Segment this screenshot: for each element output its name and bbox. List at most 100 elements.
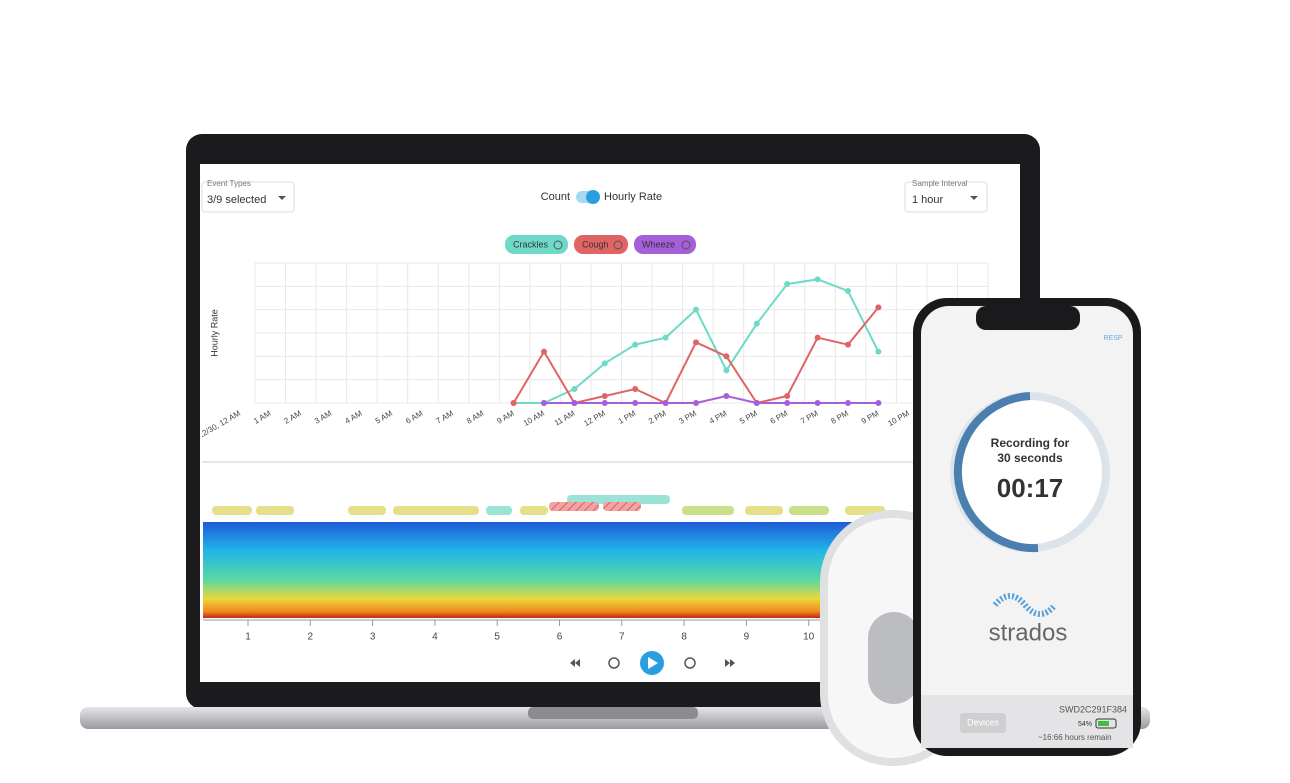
- data-point: [845, 341, 851, 348]
- data-point: [723, 393, 730, 399]
- progress-arc: [953, 392, 1039, 553]
- field-label: Event Types: [207, 179, 251, 188]
- data-point: [784, 393, 791, 399]
- status-panel: [921, 695, 1133, 748]
- data-point: [753, 320, 760, 327]
- data-point: [662, 334, 669, 341]
- event-bar: [212, 506, 252, 515]
- event-bar: [789, 506, 829, 515]
- legend-chip[interactable]: [574, 235, 628, 254]
- data-point: [571, 386, 578, 392]
- devices-button[interactable]: [960, 713, 1006, 733]
- tick-label: 4: [432, 632, 438, 643]
- back-button[interactable]: [608, 657, 620, 669]
- event-bar: [745, 506, 783, 515]
- legend-chip[interactable]: [505, 235, 568, 254]
- phone-notch: [976, 306, 1080, 330]
- toggle-label: Hourly Rate: [604, 191, 662, 203]
- data-point: [814, 276, 821, 283]
- remaining-text: ~16:66 hours remain: [1038, 733, 1112, 742]
- field-value: 1 hour: [912, 194, 944, 206]
- laptop-notch: [528, 707, 698, 719]
- data-point: [723, 367, 730, 374]
- data-point: [632, 386, 639, 392]
- data-point: [875, 304, 882, 311]
- brand-small: RESP: [1103, 335, 1122, 342]
- rewind-button[interactable]: [570, 659, 580, 667]
- battery-icon: [1095, 718, 1117, 729]
- data-point: [693, 339, 699, 346]
- status-text: 30 seconds: [997, 451, 1063, 465]
- legend-remove[interactable]: [681, 240, 691, 250]
- toggle-label: Count: [541, 191, 570, 203]
- tick-label: 7: [619, 632, 625, 643]
- tick-label: 5: [494, 632, 500, 643]
- data-point: [784, 400, 791, 406]
- data-point: [601, 393, 608, 399]
- event-bar: [348, 506, 386, 515]
- tick-label: 10: [803, 632, 815, 643]
- data-point: [571, 400, 578, 406]
- status-text: Recording for: [991, 436, 1070, 450]
- spectrogram-axis: 1 2 3 4 5 6 7 8 9 10: [245, 620, 815, 643]
- data-point: [541, 348, 547, 355]
- event-bar: [549, 502, 599, 511]
- tick-label: 9: [744, 632, 750, 643]
- dropdown-arrow: [970, 196, 978, 200]
- y-axis-label: Hourly Rate: [209, 309, 219, 357]
- logo-mark: [992, 593, 1058, 617]
- playback-controls: [570, 651, 735, 675]
- data-point: [875, 400, 882, 406]
- event-bars: [212, 495, 885, 515]
- event-bar: [567, 495, 670, 504]
- legend-label: Wheeze: [642, 239, 675, 249]
- tick-label: 2: [308, 632, 314, 643]
- logo: strados: [989, 619, 1068, 646]
- data-point: [723, 353, 730, 360]
- legend-chip[interactable]: [634, 235, 696, 254]
- forward-button[interactable]: [684, 657, 696, 669]
- data-point: [784, 281, 791, 287]
- fast-forward-button[interactable]: [725, 659, 735, 667]
- data-point: [632, 400, 639, 406]
- field-label: Sample Interval: [912, 179, 968, 188]
- event-bar: [486, 506, 512, 515]
- tick-label: 6: [557, 632, 563, 643]
- tick-label: 3: [370, 632, 376, 643]
- data-point: [510, 400, 517, 406]
- data-point: [845, 288, 851, 294]
- legend-remove[interactable]: [553, 240, 563, 250]
- data-point: [845, 400, 851, 406]
- data-point: [693, 400, 699, 406]
- button-label: Devices: [967, 717, 1000, 727]
- timer: 00:17: [997, 473, 1064, 503]
- interval-select[interactable]: [904, 181, 988, 213]
- legend-label: Cough: [582, 239, 609, 249]
- tick-label: 8: [681, 632, 687, 643]
- toggle-knob[interactable]: [586, 190, 600, 204]
- data-point: [601, 400, 608, 406]
- dropdown-arrow: [278, 196, 286, 200]
- event-bar: [603, 502, 641, 511]
- event-bar: [256, 506, 294, 515]
- data-point: [601, 360, 608, 367]
- phone: RESP Recording for 30 seconds 00:17 stra…: [913, 298, 1141, 756]
- data-point: [541, 400, 547, 406]
- legend-label: Crackles: [513, 239, 549, 249]
- data-point: [632, 341, 639, 348]
- data-point: [753, 400, 760, 406]
- event-types-select[interactable]: [201, 181, 295, 213]
- series-line: [544, 394, 879, 404]
- data-point: [875, 348, 882, 355]
- device-button: [868, 612, 920, 704]
- battery-text: 54%: [1078, 721, 1092, 728]
- field-value: 3/9 selected: [207, 194, 266, 206]
- data-point: [662, 400, 669, 406]
- data-point: [814, 400, 821, 406]
- legend-remove[interactable]: [613, 240, 623, 250]
- event-bar: [393, 506, 479, 515]
- data-point: [693, 306, 699, 313]
- event-bar: [520, 506, 548, 515]
- data-point: [814, 334, 821, 341]
